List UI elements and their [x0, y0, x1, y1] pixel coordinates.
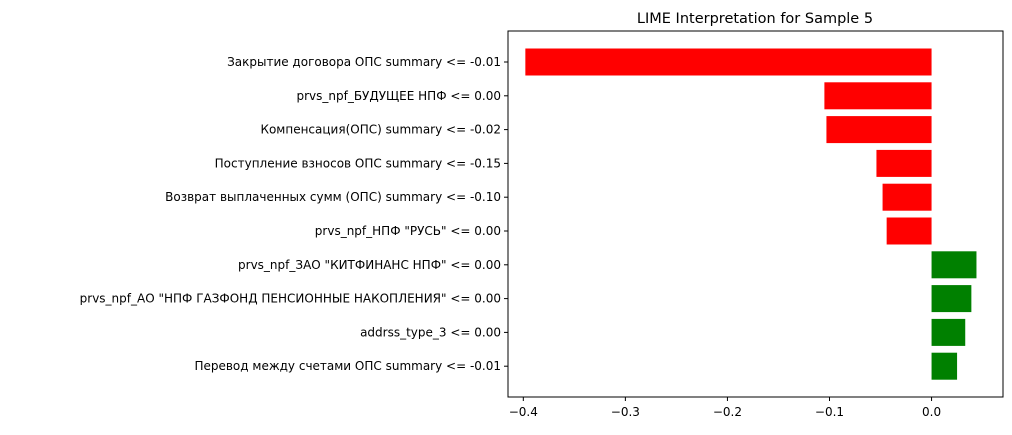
bar-6: [931, 251, 977, 279]
x-tick-label: 0.0: [922, 405, 941, 419]
y-tick-label: prvs_npf_БУДУЩЕЕ НПФ <= 0.00: [296, 89, 501, 103]
bar-1: [824, 82, 932, 110]
plot-frame: [507, 30, 1004, 398]
y-tick-label: prvs_npf_ЗАО "КИТФИНАНС НПФ" <= 0.00: [238, 258, 501, 272]
bar-3: [876, 149, 932, 177]
y-tick-label: Компенсация(ОПС) summary <= -0.02: [260, 123, 501, 137]
bar-5: [886, 217, 932, 245]
chart-title: LIME Interpretation for Sample 5: [637, 11, 873, 27]
bar-0: [525, 48, 932, 76]
x-ticks: −0.4 −0.3 −0.2 −0.1 0.0: [509, 397, 941, 419]
x-tick-label: −0.3: [611, 405, 640, 419]
y-tick-label: Поступление взносов ОПС summary <= -0.15: [215, 156, 501, 170]
x-tick-label: −0.1: [815, 405, 844, 419]
x-tick-label: −0.2: [713, 405, 742, 419]
y-tick-label: prvs_npf_НПФ "РУСЬ" <= 0.00: [315, 224, 501, 238]
bar-2: [826, 116, 932, 144]
bar-7: [931, 285, 972, 313]
y-tick-label: prvs_npf_АО "НПФ ГАЗФОНД ПЕНСИОННЫЕ НАКО…: [80, 292, 501, 306]
bar-4: [882, 183, 932, 211]
bars-group: [525, 48, 977, 380]
y-tick-label: Перевод между счетами ОПС summary <= -0.…: [194, 359, 501, 373]
bar-8: [931, 318, 966, 346]
y-tick-label: Возврат выплаченных сумм (ОПС) summary <…: [165, 190, 501, 204]
bar-9: [931, 352, 958, 380]
x-tick-label: −0.4: [509, 405, 538, 419]
y-tick-label: Закрытие договора ОПС summary <= -0.01: [227, 55, 501, 69]
y-tick-labels: Закрытие договора ОПС summary <= -0.01 pr…: [80, 55, 508, 373]
y-tick-label: addrss_type_3 <= 0.00: [360, 325, 501, 339]
